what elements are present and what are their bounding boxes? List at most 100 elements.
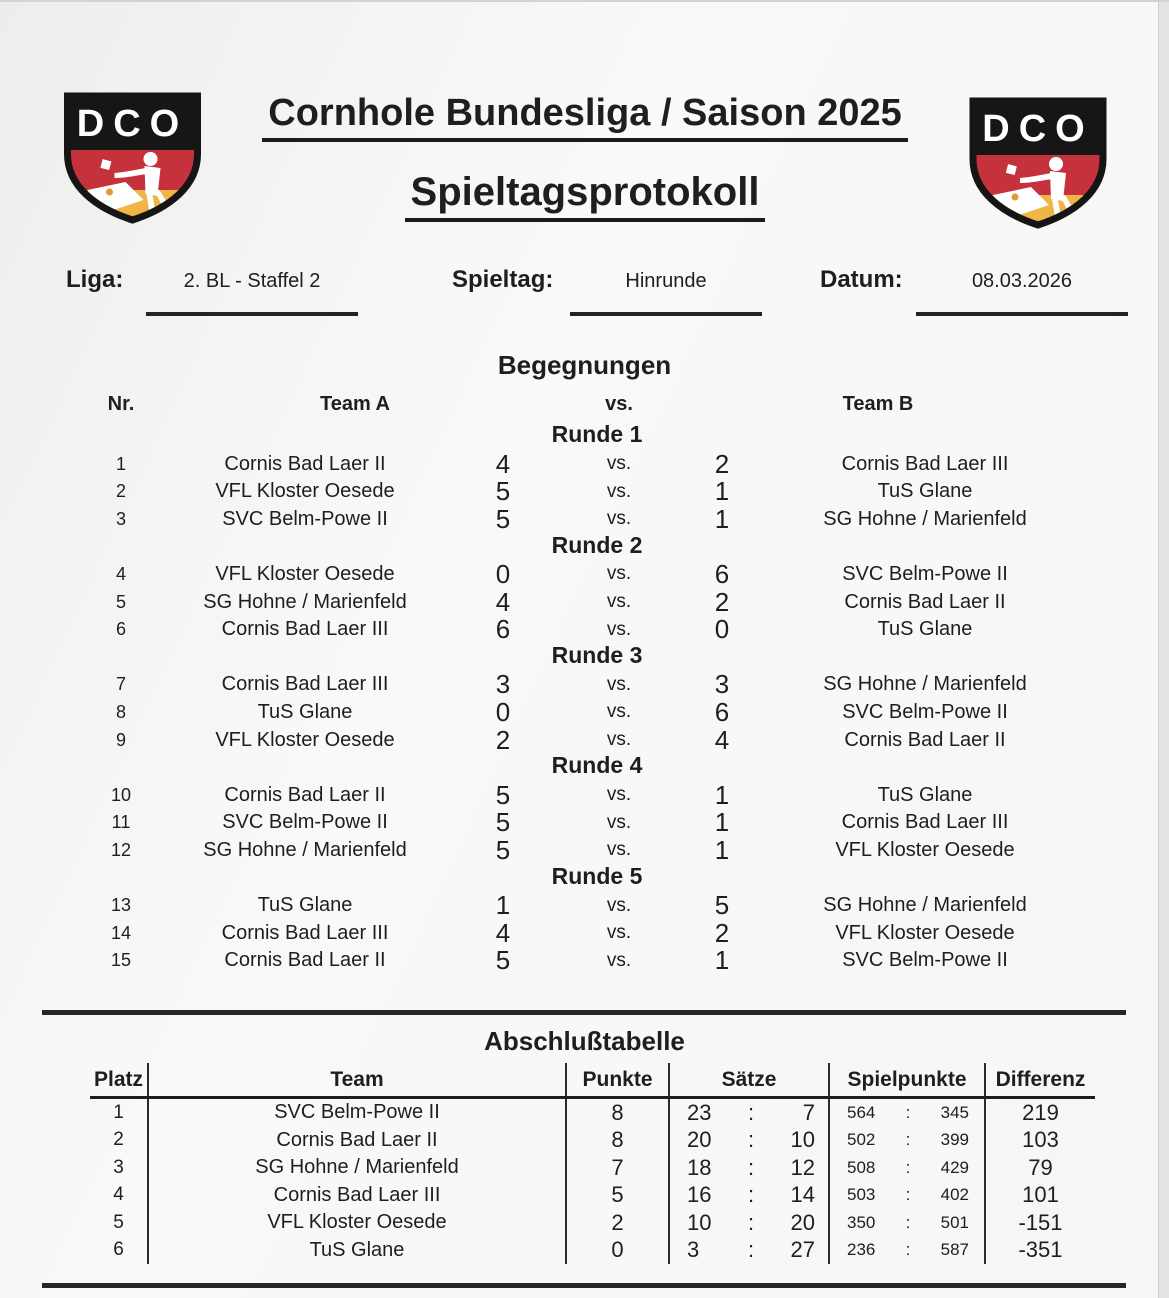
match-row: 10 Cornis Bad Laer II 5 vs. 1 TuS Glane <box>60 780 1066 810</box>
match-team-b: Cornis Bad Laer III <box>841 811 1009 834</box>
match-row: 6 Cornis Bad Laer III 6 vs. 0 TuS Glane <box>60 614 1066 645</box>
match-vs-label: vs. <box>606 894 632 916</box>
match-number: 15 <box>110 950 132 971</box>
standings-spielpunkte: 350 : 501 <box>830 1209 986 1237</box>
spieltag-label: Spieltag: <box>452 266 554 293</box>
match-team-b: Cornis Bad Laer II <box>844 590 1006 613</box>
spielpunkte-colon: : <box>905 1185 911 1205</box>
match-score-a: 4 <box>495 448 511 479</box>
standings-platz: 3 <box>90 1154 149 1182</box>
match-vs-label: vs. <box>606 563 632 585</box>
match-score-b: 1 <box>714 807 730 838</box>
standings-spielpunkte: 508 : 429 <box>830 1154 986 1182</box>
standings-team: Cornis Bad Laer II <box>149 1126 567 1154</box>
dco-logo-right: DCO <box>963 92 1113 234</box>
begegnungen-section-title: Begegnungen <box>497 350 672 380</box>
match-row: 14 Cornis Bad Laer III 4 vs. 2 VFL Klost… <box>60 917 1066 948</box>
saetze-against: 20 <box>790 1209 815 1235</box>
document-subtitle: Spieltagsprotokoll <box>235 170 935 222</box>
match-vs-label: vs. <box>606 480 632 502</box>
standings-team: Cornis Bad Laer III <box>149 1181 567 1209</box>
match-vs-label: vs. <box>606 591 632 613</box>
standings-punkte: 8 <box>567 1099 670 1127</box>
match-team-a: Cornis Bad Laer II <box>224 783 386 806</box>
match-team-a: SG Hohne / Marienfeld <box>203 838 407 861</box>
spielpunkte-against: 402 <box>940 1185 969 1205</box>
match-team-a: VFL Kloster Oesede <box>215 480 395 503</box>
datum-label: Datum: <box>820 266 903 293</box>
saetze-colon: : <box>747 1127 755 1153</box>
match-team-a: VFL Kloster Oesede <box>215 562 395 585</box>
datum-value: 08.03.2026 <box>971 270 1073 292</box>
standings-saetze: 18 : 12 <box>670 1154 830 1182</box>
match-number: 6 <box>115 619 126 640</box>
match-row: 11 SVC Belm-Powe II 5 vs. 1 Cornis Bad L… <box>60 807 1066 838</box>
datum-underline <box>916 312 1128 316</box>
standings-saetze: 20 : 10 <box>670 1126 830 1154</box>
match-row: 9 VFL Kloster Oesede 2 vs. 4 Cornis Bad … <box>60 725 1066 755</box>
liga-underline <box>146 312 358 316</box>
spielpunkte-for: 503 <box>847 1185 876 1205</box>
title-line1: Cornhole Bundesliga / Saison 2025 <box>262 92 908 142</box>
standings-punkte: 0 <box>567 1236 670 1264</box>
match-score-a: 4 <box>495 586 511 617</box>
match-team-b: VFL Kloster Oesede <box>835 921 1015 944</box>
match-score-b: 5 <box>714 890 730 921</box>
dco-logo-left: DCO <box>50 88 215 228</box>
match-team-a: VFL Kloster Oesede <box>215 728 395 751</box>
standings-team: TuS Glane <box>149 1236 567 1264</box>
standings-differenz: 103 <box>1022 1127 1059 1153</box>
saetze-colon: : <box>747 1209 755 1235</box>
match-team-a: Cornis Bad Laer III <box>221 618 389 641</box>
match-score-a: 5 <box>495 503 511 534</box>
match-vs-label: vs. <box>606 949 632 971</box>
standings-spielpunkte: 502 : 399 <box>830 1126 986 1154</box>
section-divider-top <box>42 1010 1126 1015</box>
match-vs-label: vs. <box>606 839 632 861</box>
match-team-b: SVC Belm-Powe II <box>842 949 1008 972</box>
matches-header-vs: vs. <box>605 393 633 415</box>
board-hole-icon <box>1011 193 1019 201</box>
spielpunkte-colon: : <box>905 1240 911 1260</box>
match-vs-label: vs. <box>606 618 632 640</box>
match-vs-label: vs. <box>606 508 632 530</box>
match-score-b: 2 <box>714 917 730 948</box>
saetze-for: 16 <box>687 1182 712 1208</box>
standings-differenz: 219 <box>1022 1099 1059 1125</box>
dco-shield-icon: DCO <box>969 97 1107 229</box>
standings-header-row: Platz Team Punkte Sätze Spielpunkte Diff… <box>90 1063 1095 1099</box>
match-number: 12 <box>110 839 132 860</box>
matches-body: Runde 1 1 Cornis Bad Laer II 4 vs. 2 Cor… <box>60 421 1066 975</box>
match-number: 5 <box>115 591 126 612</box>
scan-right-edge <box>1158 2 1169 1298</box>
liga-value: 2. BL - Staffel 2 <box>183 270 321 292</box>
match-number: 2 <box>115 481 126 502</box>
match-row: 13 TuS Glane 1 vs. 5 SG Hohne / Marienfe… <box>60 890 1066 921</box>
match-score-a: 6 <box>495 614 511 645</box>
board-hole-icon <box>106 188 113 196</box>
match-row: 2 VFL Kloster Oesede 5 vs. 1 TuS Glane <box>60 476 1066 506</box>
matches-header-team-b: Team B <box>842 393 914 415</box>
dco-shield-icon: DCO <box>64 92 201 224</box>
round-label: Runde 5 <box>551 862 643 889</box>
standings-row: 4 Cornis Bad Laer III 5 16 : 14 503 : 40… <box>90 1181 1095 1209</box>
match-row: 12 SG Hohne / Marienfeld 5 vs. 1 VFL Klo… <box>60 835 1066 865</box>
match-score-a: 0 <box>495 696 511 727</box>
standings-row: 5 VFL Kloster Oesede 2 10 : 20 350 : 501… <box>90 1209 1095 1237</box>
match-team-b: SG Hohne / Marienfeld <box>823 673 1027 696</box>
spielpunkte-against: 429 <box>940 1157 969 1177</box>
spielpunkte-against: 345 <box>940 1102 969 1122</box>
standings-differenz: 79 <box>1028 1154 1053 1180</box>
match-team-a: SVC Belm-Powe II <box>222 507 388 530</box>
scan-top-edge <box>0 0 1169 2</box>
standings-platz: 4 <box>90 1181 149 1209</box>
standings-punkte: 5 <box>567 1181 670 1209</box>
matches-header-nr: Nr. <box>107 393 135 415</box>
saetze-colon: : <box>747 1099 755 1125</box>
spielpunkte-colon: : <box>905 1212 911 1232</box>
spielpunkte-for: 350 <box>847 1212 876 1232</box>
saetze-colon: : <box>747 1237 755 1263</box>
standings-header-punkte: Punkte <box>567 1063 670 1096</box>
match-team-b: SG Hohne / Marienfeld <box>823 507 1027 530</box>
saetze-against: 10 <box>790 1127 815 1153</box>
